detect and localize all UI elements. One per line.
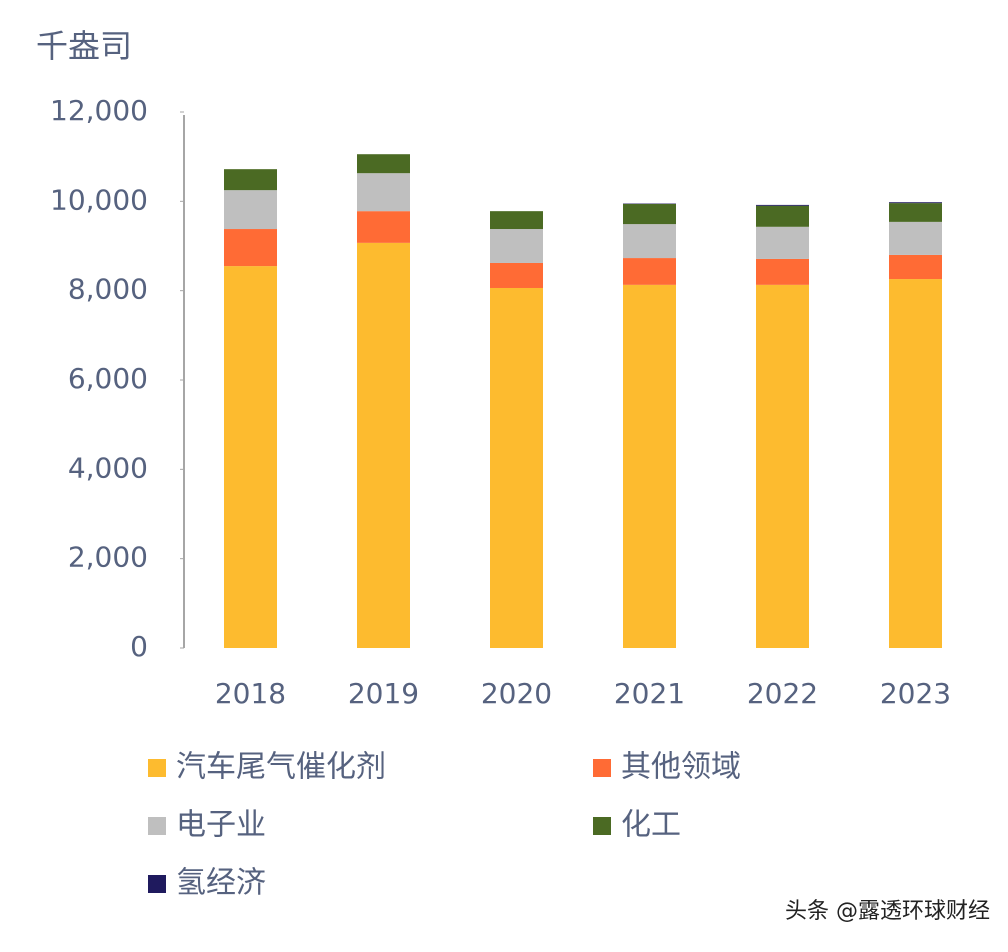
- bar-segment: [889, 202, 942, 203]
- x-tick-label: 2022: [747, 677, 818, 710]
- bar-segment: [357, 173, 410, 211]
- legend-label: 其他领域: [621, 750, 741, 785]
- y-tick-label: 10,000: [50, 183, 148, 216]
- bar-segment: [490, 288, 543, 648]
- x-tick-label: 2019: [348, 677, 419, 710]
- bar-segment: [623, 285, 676, 648]
- x-tick-label: 2020: [481, 677, 552, 710]
- legend-swatch: [148, 817, 166, 835]
- bar-segment: [357, 211, 410, 243]
- legend-swatch: [148, 759, 166, 777]
- bar-segment: [889, 222, 942, 255]
- bar-segment: [889, 203, 942, 222]
- legend-swatch: [593, 817, 611, 835]
- bar-segment: [889, 279, 942, 648]
- bar-segment: [224, 266, 277, 648]
- bar-segment: [756, 259, 809, 285]
- x-tick-label: 2018: [215, 677, 286, 710]
- y-tick-label: 2,000: [68, 541, 148, 574]
- bar-segment: [623, 224, 676, 258]
- x-tick-label: 2023: [880, 677, 951, 710]
- x-tick-label: 2021: [614, 677, 685, 710]
- bar-segment: [756, 285, 809, 648]
- y-tick-label: 8,000: [68, 273, 148, 306]
- bar-segment: [756, 205, 809, 206]
- y-tick-label: 4,000: [68, 451, 148, 484]
- bar-segment: [224, 169, 277, 190]
- bar-segment: [756, 206, 809, 227]
- bar-segment: [357, 154, 410, 173]
- bar-segment: [357, 243, 410, 648]
- bar-segment: [623, 204, 676, 224]
- y-tick-label: 12,000: [50, 94, 148, 127]
- legend-label: 电子业: [176, 808, 266, 843]
- bar-segment: [490, 229, 543, 263]
- bar-segment: [756, 227, 809, 259]
- bar-segment: [490, 211, 543, 229]
- bar-segment: [889, 255, 942, 279]
- watermark: 头条 @露透环球财经: [785, 899, 990, 924]
- legend-label: 化工: [621, 808, 681, 843]
- legend-swatch: [593, 759, 611, 777]
- legend-label: 汽车尾气催化剂: [176, 750, 386, 785]
- legend-swatch: [148, 875, 166, 893]
- bar-segment: [224, 229, 277, 266]
- y-tick-label: 6,000: [68, 362, 148, 395]
- bar-segment: [490, 263, 543, 288]
- y-axis-label: 千盎司: [36, 27, 132, 65]
- y-tick-label: 0: [130, 630, 148, 663]
- bar-segment: [224, 190, 277, 229]
- legend-label: 氢经济: [176, 866, 266, 901]
- bar-segment: [623, 258, 676, 285]
